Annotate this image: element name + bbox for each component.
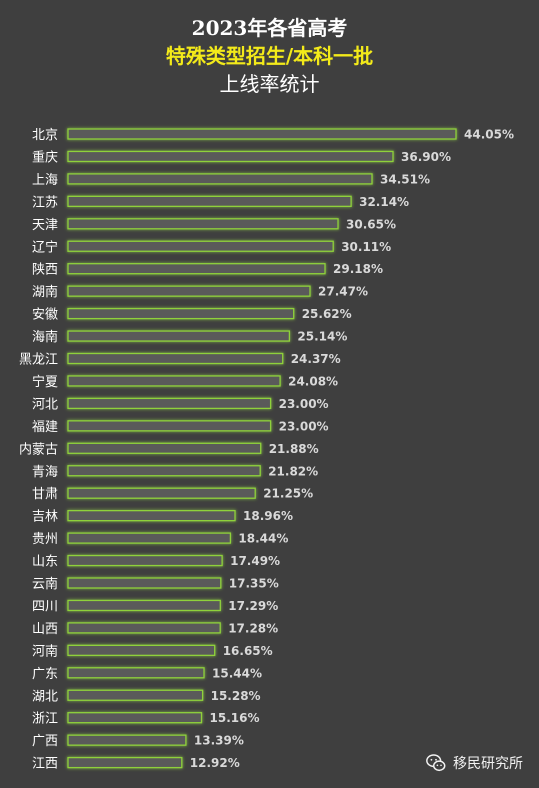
bar [67,173,373,185]
category-label: 湖北 [32,689,58,704]
bar [67,420,272,432]
bar [67,352,284,365]
bar [67,330,291,342]
category-label: 江西 [32,757,58,772]
data-label: 15.44% [212,666,262,680]
bar [67,150,394,163]
data-label: 18.44% [238,532,288,546]
data-label: 16.65% [223,644,273,658]
category-label: 天津 [32,218,58,233]
data-label: 13.39% [194,734,244,748]
bar [67,734,187,746]
watermark-text: 移民研究所 [453,756,523,772]
data-label: 34.51% [380,172,430,186]
category-label: 云南 [32,576,58,592]
wechat-icon [426,754,446,772]
category-label: 广东 [32,667,58,682]
data-label: 24.08% [288,374,338,388]
bar [67,487,256,499]
category-label: 宁夏 [32,374,58,390]
bar [67,285,311,297]
category-label: 吉林 [32,510,58,525]
bar [67,509,236,522]
bar [67,263,326,275]
watermark: 移民研究所 [425,752,523,774]
category-label: 辽宁 [32,239,58,255]
category-label: 山东 [32,555,58,570]
data-label: 21.88% [269,442,319,456]
category-label: 河北 [32,397,58,412]
data-label: 27.47% [318,285,368,299]
data-label: 24.37% [291,352,341,366]
data-label: 30.65% [346,217,396,231]
data-label: 36.90% [401,150,451,164]
category-label: 内蒙古 [19,441,58,457]
data-label: 17.35% [229,577,279,591]
bar [67,712,203,724]
bar [67,756,183,769]
bar [67,667,205,679]
data-label: 32.14% [359,195,409,209]
data-label: 17.28% [228,621,278,635]
data-label: 29.18% [333,262,383,276]
bar [67,397,272,410]
title-line-2: 特殊类型招生/本科一批 [165,44,374,68]
data-label: 18.96% [243,509,293,523]
data-label: 21.25% [263,487,313,501]
bar [67,532,232,544]
category-label: 重庆 [32,149,58,165]
bar [67,307,295,320]
title-line-1: 2023年各省高考 [191,16,348,40]
bar [67,622,221,634]
bar [67,599,221,612]
data-label: 44.05% [464,128,514,142]
data-label: 21.82% [268,464,318,478]
category-label: 陕西 [32,263,58,278]
data-label: 17.29% [228,599,278,613]
chart-title: 2023年各省高考 特殊类型招生/本科一批 上线率统计 [0,14,539,98]
data-label: 30.11% [341,240,391,254]
bar [67,218,339,230]
category-label: 贵州 [32,532,58,547]
title-line-3: 上线率统计 [219,72,320,96]
data-label: 25.62% [302,307,352,321]
data-label: 12.92% [190,756,240,770]
bar [67,195,352,208]
category-label: 海南 [32,329,58,345]
bar [67,644,216,656]
category-label: 北京 [32,128,58,143]
data-label: 23.00% [279,397,329,411]
category-label: 广西 [32,734,58,749]
bar [67,689,204,701]
category-label: 浙江 [32,712,58,727]
data-label: 25.14% [297,330,347,344]
category-label: 四川 [32,599,58,614]
category-label: 青海 [32,465,58,480]
category-label: 安徽 [32,308,58,323]
data-label: 23.00% [279,419,329,433]
category-label: 湖南 [32,284,58,300]
bar [67,554,223,567]
category-label: 甘肃 [32,487,58,502]
bar [67,465,261,477]
bar [67,128,457,140]
data-label: 15.16% [210,711,260,725]
category-label: 江苏 [32,194,58,210]
bar [67,577,222,589]
bar [67,240,334,252]
category-label: 福建 [32,420,58,435]
category-label: 上海 [32,173,58,188]
category-label: 山西 [32,622,58,637]
bar [67,442,262,454]
data-label: 15.28% [211,689,261,703]
category-label: 河南 [32,643,58,659]
data-label: 17.49% [230,554,280,568]
category-label: 黑龙江 [19,353,58,368]
bar [67,375,281,387]
